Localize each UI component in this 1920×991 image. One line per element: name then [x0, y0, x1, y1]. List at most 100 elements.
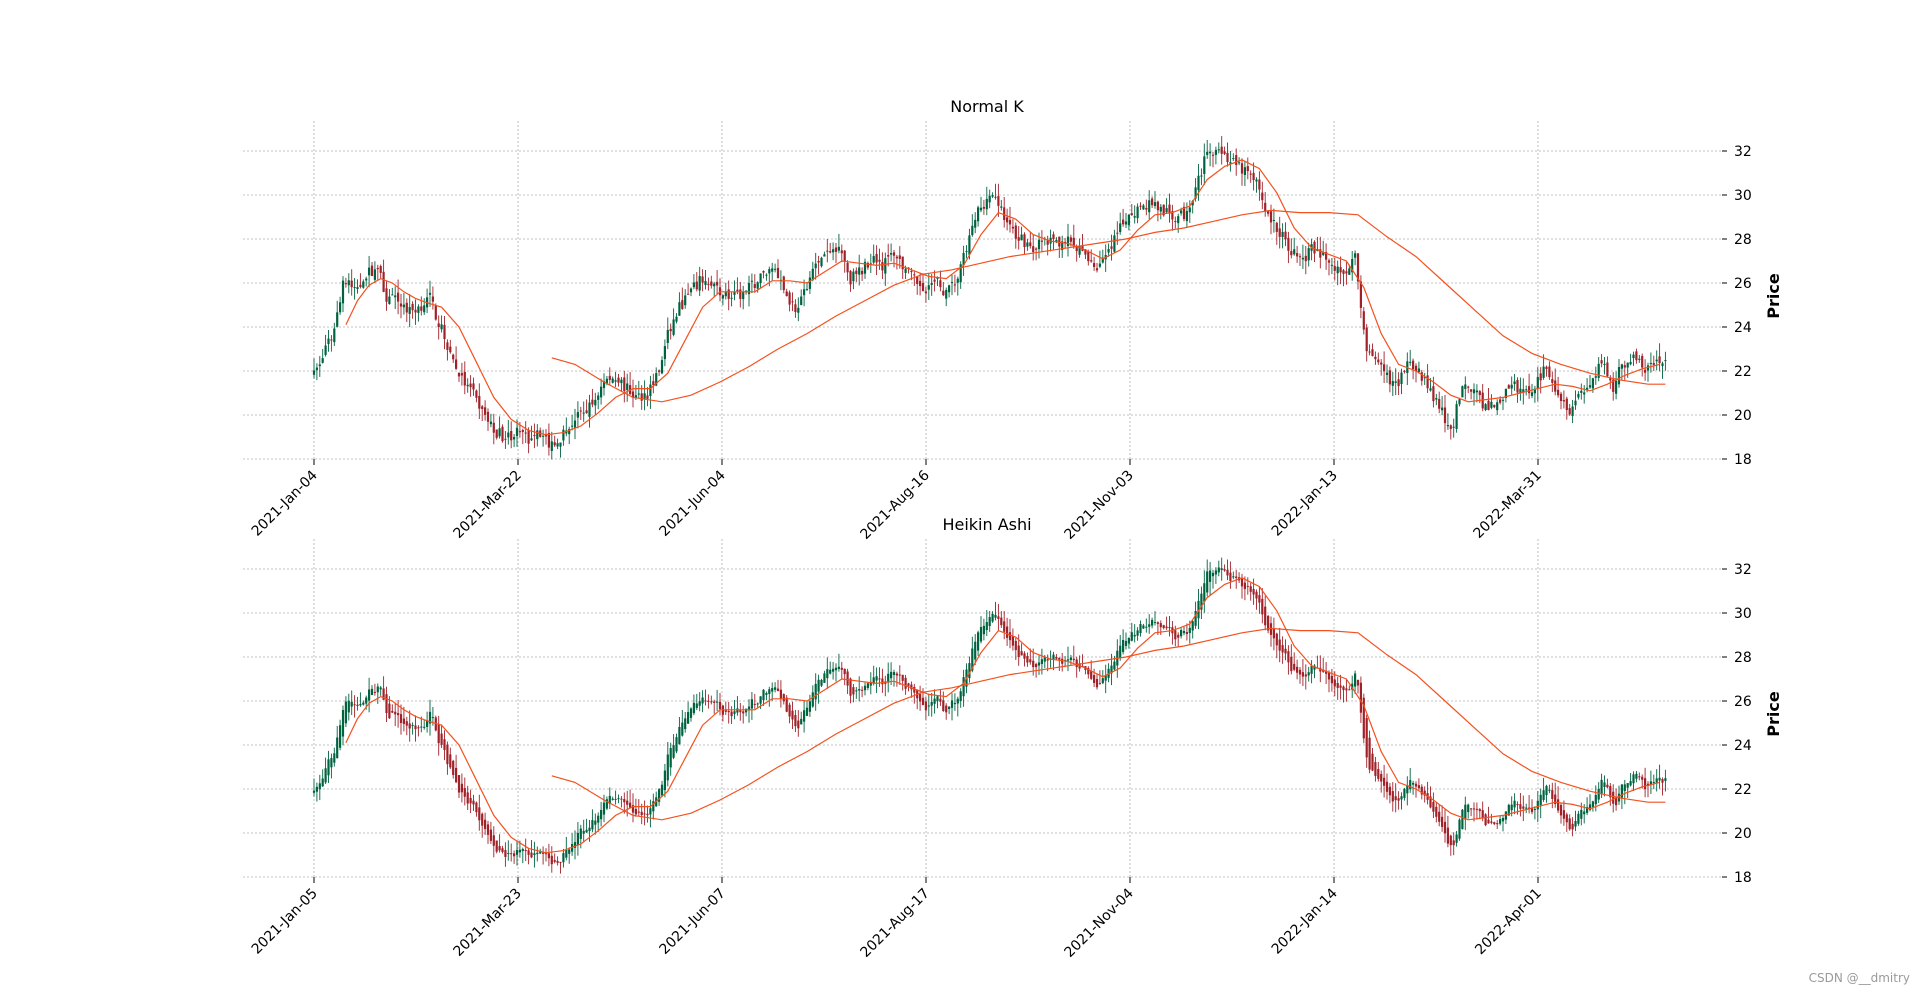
candle-body [1226, 152, 1229, 163]
candle-body [1412, 782, 1415, 785]
y-tick-label: 30 [1734, 188, 1752, 204]
candle-body [469, 797, 472, 804]
candle-body [437, 323, 440, 328]
candle-body [362, 281, 365, 288]
candle-body [1197, 175, 1200, 191]
candle-body [1342, 686, 1345, 691]
candle-body [513, 853, 516, 857]
candle-body [460, 373, 463, 376]
candle-body [1087, 251, 1090, 262]
candle-body [1307, 672, 1310, 676]
candle-body [1661, 363, 1664, 367]
candle-body [658, 370, 661, 372]
candle-body [820, 680, 823, 686]
candle-body [718, 701, 722, 710]
candle-body [959, 691, 962, 702]
candle-body [939, 698, 942, 702]
candle-body [431, 717, 434, 719]
candle-body [620, 379, 623, 384]
candle-body [513, 437, 516, 440]
candle-body [370, 265, 374, 277]
candle-body [1658, 356, 1661, 364]
candle-body [681, 300, 684, 309]
candle-body [904, 677, 907, 689]
candle-body [1269, 623, 1273, 635]
candle-body [1600, 779, 1603, 795]
candle-body [1278, 639, 1281, 651]
candle-body [402, 304, 405, 308]
candle-body [724, 291, 727, 297]
candle-body [1406, 785, 1409, 794]
candle-body [1290, 656, 1293, 672]
candle-body [1058, 236, 1061, 247]
candle-body [1168, 204, 1171, 214]
candle-body [1519, 804, 1522, 809]
candle-body [1388, 786, 1391, 796]
candle-body [991, 195, 994, 197]
candle-body [1136, 206, 1139, 219]
candle-body [910, 271, 913, 273]
candle-body [1174, 630, 1177, 640]
candle-body [1420, 786, 1423, 795]
candle-body [1441, 816, 1444, 827]
candle-body [420, 726, 423, 728]
candle-body [585, 829, 588, 833]
candle-body [501, 426, 504, 442]
candle-body [1229, 572, 1232, 581]
candle-body [829, 251, 832, 253]
candle-body [1568, 818, 1571, 830]
candle-body [1142, 205, 1145, 210]
candle-body [1652, 363, 1655, 365]
candle-body [600, 386, 603, 398]
candle-body [481, 813, 484, 826]
candle-body [1391, 380, 1394, 386]
candle-body [1032, 246, 1035, 253]
candle-body [542, 852, 545, 854]
candle-body [457, 372, 461, 377]
candle-body [774, 268, 777, 270]
candle-body [1594, 376, 1597, 378]
candle-body [1603, 782, 1606, 788]
candle-body [1003, 207, 1006, 221]
candle-body [855, 270, 858, 274]
candle-body [861, 270, 864, 275]
candle-body [1385, 372, 1389, 376]
candle-body [385, 288, 388, 302]
candle-body [608, 795, 611, 804]
candle-body [707, 283, 710, 285]
candle-body [1522, 389, 1525, 393]
candle-body [492, 835, 495, 846]
candle-body [921, 697, 925, 706]
candle-body [1127, 638, 1130, 644]
candle-body [1554, 380, 1557, 392]
candle-body [788, 292, 791, 305]
watermark: CSDN @__dmitry [1808, 971, 1910, 985]
candle-body [1629, 361, 1632, 365]
candle-body [1467, 804, 1470, 813]
candle-body [1571, 406, 1574, 417]
y-tick-label: 24 [1734, 738, 1752, 754]
candle-body [1075, 659, 1078, 668]
candle-body [423, 726, 426, 728]
candle-body [353, 287, 356, 289]
candle-body [1644, 778, 1647, 790]
candle-body [658, 789, 661, 802]
candle-body [869, 681, 872, 686]
candle-body [1533, 388, 1536, 394]
candle-body [402, 718, 405, 724]
candle-body [1562, 810, 1565, 819]
y-tick-label: 32 [1734, 562, 1752, 578]
candle-body [1377, 359, 1380, 363]
candle-body [1171, 211, 1174, 220]
candle-body [1603, 363, 1606, 365]
candle-body [1568, 408, 1571, 415]
candle-body [521, 429, 524, 432]
candle-body [977, 632, 980, 651]
candle-body [1211, 154, 1215, 156]
candle-body [359, 284, 362, 288]
candle-body [768, 269, 771, 274]
candle-body [1264, 606, 1267, 626]
candle-body [1026, 242, 1029, 247]
candle-body [1304, 674, 1307, 677]
candle-body [684, 718, 687, 730]
